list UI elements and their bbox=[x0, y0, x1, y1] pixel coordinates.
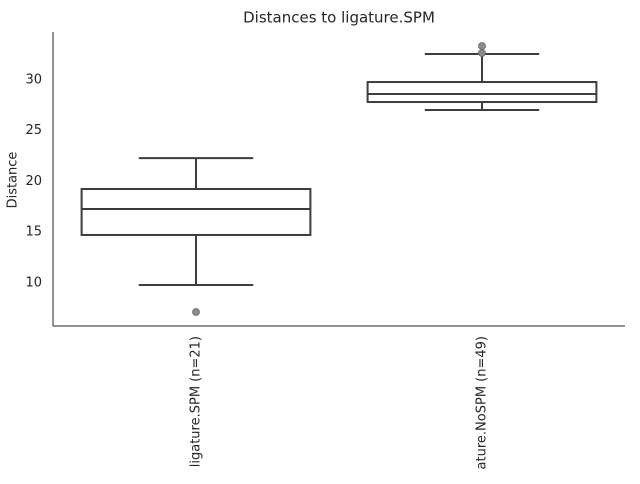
chart-title: Distances to ligature.SPM bbox=[243, 9, 435, 27]
y-tick-label: 25 bbox=[25, 123, 42, 138]
box bbox=[366, 81, 598, 104]
outlier bbox=[192, 308, 200, 316]
x-tick-label: ature.NoSPM (n=49) bbox=[475, 336, 490, 469]
y-tick-label: 10 bbox=[25, 275, 42, 290]
y-tick-label: 30 bbox=[25, 73, 42, 88]
box bbox=[80, 187, 312, 236]
outlier bbox=[478, 42, 486, 50]
y-tick-label: 20 bbox=[25, 174, 42, 189]
y-tick-label: 15 bbox=[25, 225, 42, 240]
outlier bbox=[478, 49, 486, 57]
x-tick-label: ligature.SPM (n=21) bbox=[189, 336, 204, 467]
y-axis-label: Distance bbox=[6, 152, 21, 209]
